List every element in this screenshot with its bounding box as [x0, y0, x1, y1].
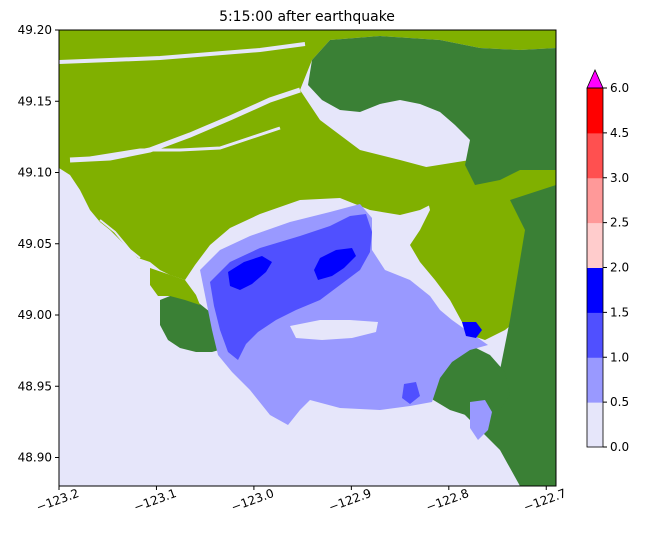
y-tick-label: 48.90	[18, 451, 52, 465]
inundation-east	[402, 382, 420, 404]
x-tick-label: −122.8	[424, 486, 471, 514]
heatmap-image	[59, 30, 556, 486]
colorbar-band	[587, 222, 603, 268]
inundation-harbour	[462, 322, 482, 338]
colorbar-tick-label: 6.0	[610, 81, 629, 95]
colorbar: 0.0 0.5 1.0 1.5 2.0 2.5 3.0 4.5 6.0	[586, 69, 629, 454]
x-tick-label: −122.7	[522, 486, 569, 514]
colorbar-tick-label: 1.0	[610, 350, 629, 364]
y-tick-label: 49.20	[18, 23, 52, 37]
inundation-1-0	[210, 214, 372, 360]
colorbar-band	[587, 132, 603, 179]
plot-area	[58, 29, 557, 487]
river-north-arm	[59, 42, 306, 64]
colorbar-band	[587, 267, 603, 313]
y-tick-label: 49.10	[18, 166, 52, 180]
inundation-south	[470, 400, 492, 440]
lowland-north	[59, 30, 556, 280]
y-tick-label: 49.00	[18, 308, 52, 322]
y-tick-label: 49.05	[18, 237, 52, 251]
x-tick-label: −122.9	[327, 486, 374, 514]
colorbar-band	[587, 88, 603, 134]
x-tick-label: −123.1	[132, 486, 179, 514]
x-tick-label: −123.0	[229, 486, 276, 514]
colorbar-tick-label: 3.0	[610, 171, 629, 185]
colorbar-tick-label: 2.5	[610, 216, 629, 230]
x-tick-label: −123.2	[34, 486, 81, 514]
colorbar-band	[587, 357, 603, 403]
colorbar-tick-label: 4.5	[610, 126, 629, 140]
colorbar-tick-label: 2.0	[610, 261, 629, 275]
river-arm-2	[99, 219, 141, 259]
colorbar-band	[587, 312, 603, 358]
plot-frame	[58, 29, 557, 487]
colorbar-extend-arrow	[586, 69, 604, 89]
chart-title: 5:15:00 after earthquake	[219, 9, 395, 25]
y-tick-label: 48.95	[18, 379, 52, 393]
colorbar-tick-label: 0.5	[610, 395, 629, 409]
peninsula-low	[150, 268, 200, 305]
colorbar-band	[587, 177, 603, 224]
fraser-river	[69, 87, 301, 163]
inundation-1-5	[228, 256, 272, 290]
river-south-arm	[89, 126, 281, 160]
x-axis: −123.2 −123.1 −123.0 −122.9 −122.8 −122.7	[34, 486, 568, 514]
y-tick-label: 49.15	[18, 94, 52, 108]
colorbar-band	[587, 402, 603, 448]
colorbar-tick-label: 0.0	[610, 440, 629, 454]
colorbar-tick-label: 1.5	[610, 305, 629, 319]
y-axis: 48.90 48.95 49.00 49.05 49.10 49.15 49.20	[18, 23, 59, 465]
upland-north	[308, 36, 556, 185]
point-roberts	[160, 294, 226, 352]
bay-light-patch	[290, 320, 378, 340]
inundation-1-5b	[314, 248, 356, 280]
